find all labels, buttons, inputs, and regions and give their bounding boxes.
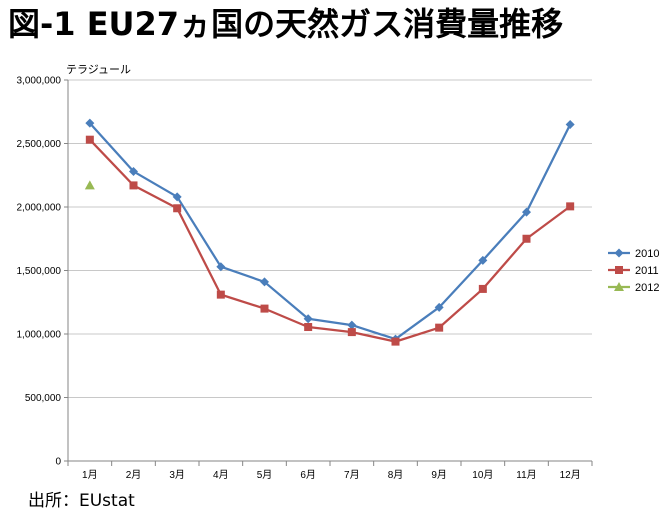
series-2011: [85, 135, 575, 346]
data-point-2011: [216, 290, 225, 299]
data-point-2010: [347, 320, 357, 330]
legend: 2010 2011 2012: [608, 248, 659, 294]
data-point-2010: [129, 166, 138, 176]
chart-title: 図-1 EU27ヵ国の天然ガス消費量推移: [8, 5, 564, 43]
y-tick-label: 1,500,000: [17, 266, 62, 277]
y-unit-label: テラジュール: [66, 63, 131, 76]
y-tick-label: 0: [55, 457, 61, 468]
data-point-2010: [478, 255, 488, 265]
data-point-2010: [216, 262, 226, 272]
data-point-2010: [565, 119, 575, 129]
x-tick-label: 7月: [344, 469, 360, 481]
data-point-2010: [522, 207, 531, 217]
data-point-2011: [478, 284, 487, 293]
x-tick-label: 10月: [472, 469, 493, 481]
data-point-2011: [129, 181, 138, 190]
x-tick-label: 12月: [560, 469, 581, 481]
source-note: 出所：EUstat: [28, 491, 135, 511]
legend-item-2011: 2011: [608, 265, 659, 277]
data-point-2011: [85, 135, 94, 144]
data-point-2011: [391, 337, 400, 346]
legend-label: 2012: [635, 282, 659, 294]
legend-item-2010: 2010: [608, 248, 659, 260]
y-tick-label: 500,000: [25, 393, 62, 404]
gridlines: [67, 79, 592, 462]
data-point-2011: [522, 234, 531, 243]
data-point-2010: [260, 277, 269, 287]
x-tick-label: 3月: [169, 469, 185, 481]
legend-item-2012: 2012: [608, 282, 659, 294]
x-tick-label: 8月: [388, 469, 404, 481]
y-tick-label: 2,500,000: [17, 139, 62, 150]
data-point-2012: [84, 180, 95, 190]
legend-label: 2010: [635, 248, 659, 260]
y-tick-label: 1,000,000: [17, 330, 62, 341]
data-point-2010: [303, 314, 313, 324]
x-tick-label: 2月: [126, 469, 142, 481]
x-tick-label: 9月: [431, 469, 447, 481]
legend-marker: [614, 282, 624, 291]
y-tick-label: 2,000,000: [17, 203, 62, 214]
series-2012: [84, 180, 95, 190]
data-point-2011: [566, 202, 575, 211]
x-axis-ticks: 1月 2月 3月 4月 5月 6月 7月 8月 9月 10月 11月 12月: [67, 461, 593, 481]
data-point-2011: [347, 328, 356, 337]
data-point-2011: [260, 304, 269, 313]
y-tick-label: 3,000,000: [17, 76, 62, 87]
data-point-2010: [434, 302, 444, 312]
x-tick-label: 1月: [82, 469, 98, 481]
legend-label: 2011: [635, 265, 659, 277]
series-2010: [85, 118, 575, 344]
x-tick-label: 5月: [257, 469, 273, 481]
data-point-2011: [304, 323, 313, 332]
data-point-2011: [435, 323, 444, 332]
x-tick-label: 4月: [213, 469, 229, 481]
series-layer: [84, 118, 575, 346]
data-point-2010: [172, 192, 182, 202]
y-axis-ticks: 0 500,000 1,000,000 1,500,000 2,000,000 2,500…: [17, 76, 68, 468]
data-point-2010: [85, 118, 95, 128]
legend-marker: [614, 248, 624, 258]
legend-marker: [615, 266, 623, 274]
series-line-2010: [88, 122, 572, 341]
series-line-2011: [89, 138, 571, 343]
x-tick-label: 6月: [300, 469, 316, 481]
data-point-2011: [173, 204, 182, 213]
x-tick-label: 11月: [516, 469, 536, 481]
